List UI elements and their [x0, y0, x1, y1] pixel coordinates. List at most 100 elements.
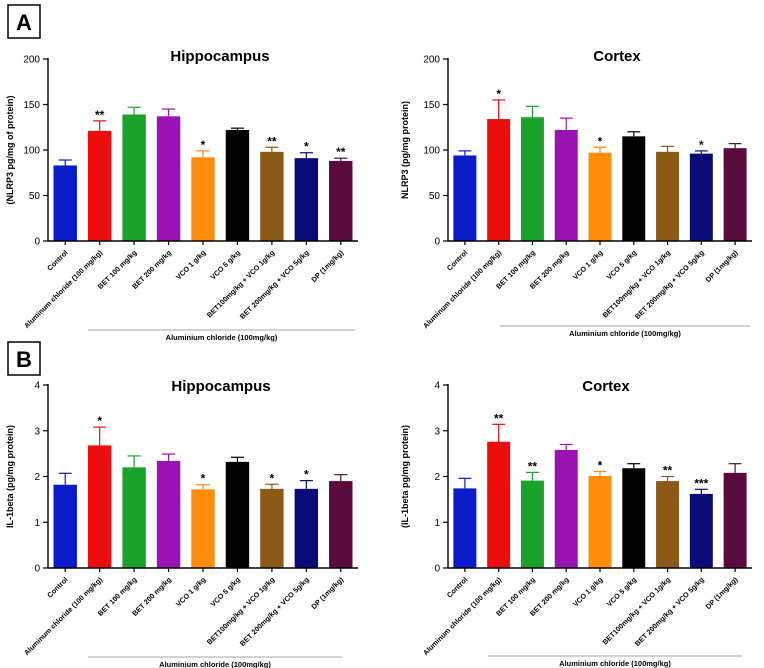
bar-8: [689, 493, 713, 568]
group-bracket-label: Aluminium chloride (100mg/kg): [166, 333, 278, 342]
chart-title: Hippocampus: [170, 48, 269, 65]
bar-8: [689, 153, 713, 241]
significance-marker-8: ***: [694, 476, 708, 490]
group-bracket-label: Aluminium chloride (100mg/kg): [569, 329, 681, 338]
group-bracket-label: Aluminium chloride (100mg/kg): [559, 659, 671, 668]
x-tick-label-1: Control: [445, 575, 469, 599]
bar-4: [554, 129, 578, 241]
bar-2: [487, 441, 511, 568]
significance-marker-7: **: [267, 134, 277, 148]
y-axis-label: (NLRP3 pg/mg of protein): [5, 96, 15, 205]
x-tick-label-5: VCO 1 g/kg: [571, 575, 604, 608]
y-axis-label: (IL-1beta pg/mg protein): [400, 425, 410, 528]
y-tick-label-1: 0: [434, 237, 440, 248]
y-tick-label-3: 100: [423, 146, 440, 157]
y-axis-label: NLRP3 (pg/mg protein): [400, 101, 410, 199]
chart-3: Hippocampus IL-1beta (pg/mg protein) Contr…: [5, 378, 358, 668]
significance-marker-7: **: [663, 464, 673, 478]
significance-marker-5: *: [598, 458, 603, 472]
significance-marker-2: *: [97, 414, 102, 428]
x-tick-label-8: BET 200mg/kg + VCO 5g/kg: [238, 248, 311, 321]
bar-8: [294, 158, 319, 241]
bar-7: [260, 151, 284, 241]
x-tick-label-7: BET100mg/kg + VCO 1g/kg: [205, 575, 276, 646]
y-tick-label-1: 0: [434, 564, 440, 575]
x-tick-label-7: BET100mg/kg + VCO 1g/kg: [205, 248, 276, 319]
panel-label-a-text: A: [16, 10, 32, 35]
y-tick-label-1: 0: [34, 564, 40, 575]
y-tick-label-3: 2: [34, 472, 40, 483]
panel-label-a: A: [7, 4, 41, 39]
significance-marker-8: *: [699, 138, 704, 152]
bar-6: [225, 129, 250, 241]
significance-marker-5: *: [201, 472, 206, 486]
y-tick-label-5: 4: [34, 381, 40, 392]
bar-6: [225, 461, 250, 568]
chart-1: Hippocampus (NLRP3 pg/mg of protein) Contr…: [5, 48, 358, 342]
bar-1: [453, 488, 477, 568]
bar-6: [622, 136, 646, 241]
bar-5: [588, 152, 612, 241]
significance-marker-8: *: [304, 468, 309, 482]
panel-label-a-box: [7, 4, 41, 39]
x-tick-label-8: BET 200mg/kg + VCO 5g/kg: [238, 575, 311, 648]
bar-9: [329, 160, 353, 241]
x-tick-label-1: Control: [45, 248, 69, 272]
bar-6: [622, 468, 646, 568]
x-tick-label-8: BET 200mg/kg + VCO 5g/kg: [633, 248, 706, 321]
x-tick-label-8: BET 200mg/kg + VCO 5g/kg: [633, 575, 706, 648]
bar-2: [87, 130, 112, 241]
significance-marker-7: *: [270, 471, 275, 485]
significance-marker-5: *: [201, 138, 206, 152]
y-tick-label-2: 50: [29, 191, 41, 202]
significance-marker-5: *: [598, 134, 603, 148]
significance-marker-2: **: [494, 411, 504, 425]
bar-7: [260, 488, 284, 568]
x-tick-label-9: DP (1mg/kg): [704, 575, 740, 611]
bar-5: [191, 157, 215, 241]
x-tick-label-7: BET100mg/kg + VCO 1g/kg: [600, 248, 671, 319]
x-tick-label-6: VCO 5 g/kg: [605, 575, 638, 608]
x-tick-label-5: VCO 1 g/kg: [174, 248, 207, 281]
y-tick-label-3: 2: [434, 472, 440, 483]
y-tick-label-5: 200: [423, 55, 440, 66]
y-tick-label-5: 4: [434, 381, 440, 392]
significance-marker-2: **: [95, 108, 105, 122]
chart-title: Cortex: [593, 48, 641, 65]
y-tick-label-5: 200: [23, 55, 40, 66]
y-axis-label: IL-1beta (pg/mg protein): [5, 425, 15, 528]
panel-label-b-box: [7, 341, 41, 376]
significance-marker-8: *: [304, 140, 309, 154]
y-tick-label-4: 3: [34, 426, 40, 437]
x-tick-label-5: VCO 1 g/kg: [571, 248, 604, 281]
bar-1: [53, 165, 77, 241]
x-tick-label-9: DP (1mg/kg): [309, 248, 345, 284]
x-tick-label-6: VCO 5 g/kg: [208, 248, 241, 281]
chart-title: Hippocampus: [171, 378, 270, 395]
chart-4: Cortex (IL-1beta pg/mg protein) Control ** A…: [400, 378, 752, 668]
bar-3: [122, 114, 146, 241]
bar-4: [156, 460, 181, 568]
panel-label-b: B: [7, 341, 41, 376]
bar-7: [656, 151, 680, 241]
chart-2: Cortex NLRP3 (pg/mg protein) Control * Alumi…: [400, 48, 752, 338]
x-tick-label-1: Control: [45, 575, 69, 599]
bar-3: [122, 467, 146, 568]
panel-label-b-text: B: [16, 347, 32, 372]
bar-1: [53, 484, 77, 568]
x-tick-label-7: BET100mg/kg + VCO 1g/kg: [600, 575, 671, 646]
bar-2: [87, 445, 112, 568]
x-tick-label-6: VCO 5 g/kg: [208, 575, 241, 608]
y-tick-label-3: 100: [23, 146, 40, 157]
x-tick-label-6: VCO 5 g/kg: [605, 248, 638, 281]
bar-3: [520, 480, 544, 568]
bar-2: [487, 119, 511, 241]
y-tick-label-2: 1: [34, 518, 40, 529]
y-tick-label-4: 3: [434, 426, 440, 437]
bar-9: [723, 148, 747, 241]
y-tick-label-2: 1: [434, 518, 440, 529]
bar-9: [329, 481, 353, 568]
x-tick-label-9: DP (1mg/kg): [309, 575, 345, 611]
bar-5: [588, 476, 612, 568]
significance-marker-2: *: [496, 87, 501, 101]
